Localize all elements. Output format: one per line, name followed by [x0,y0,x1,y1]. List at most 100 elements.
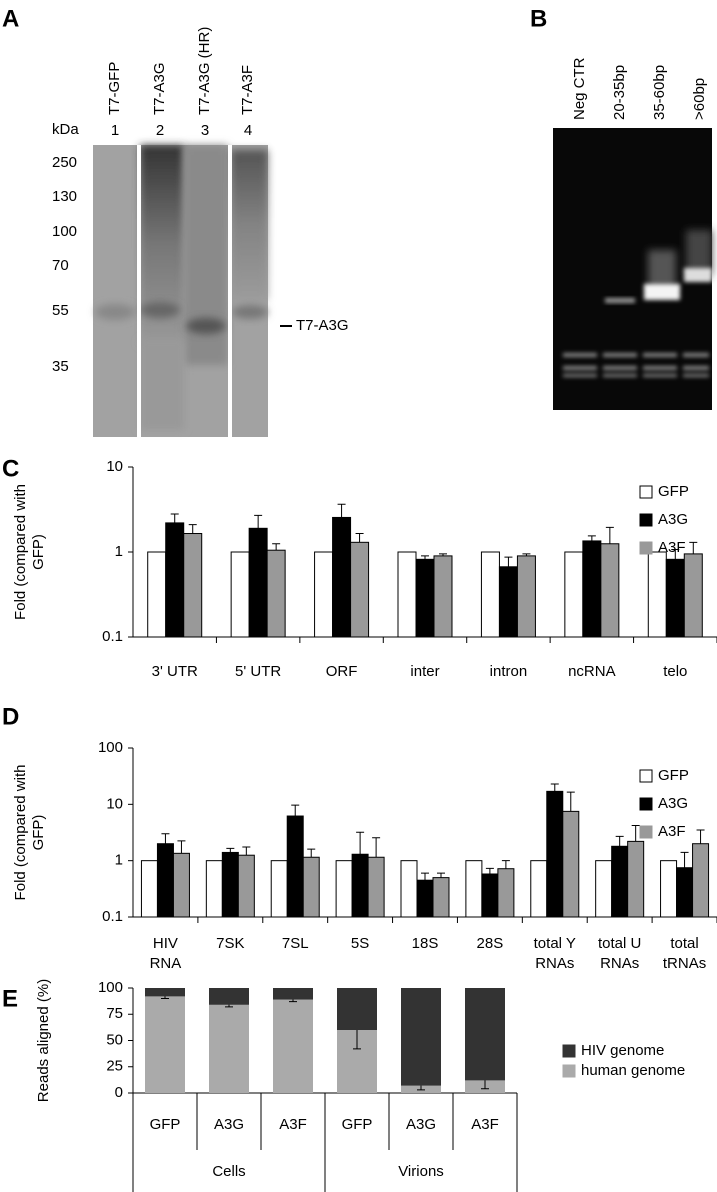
bar [665,558,685,638]
error-bar [254,514,263,529]
x-tick-label: inter [410,663,439,680]
y-tick-label: 0 [115,1084,123,1101]
group-label: Cells [212,1163,245,1180]
bar [611,845,629,918]
bar [480,551,500,638]
bar [582,540,602,638]
error-bar [170,513,179,523]
bar [266,549,286,638]
y-tick-label: 100 [98,739,123,756]
bar [416,879,434,918]
bar [367,856,385,918]
x-tick-label: 28S [477,935,504,952]
panel-label: E [2,985,18,1012]
x-tick-label: GFP [342,1116,373,1133]
bar [497,868,515,918]
bar [248,527,268,638]
legend-label: GFP [658,483,689,500]
bar [156,843,174,918]
y-axis-label: Reads aligned (%) [35,979,52,1102]
y-tick-label: 1 [115,852,123,869]
bar [415,558,435,638]
error-bar [485,867,494,874]
y-tick-label: 0.1 [102,908,123,925]
error-bar [587,535,596,541]
bar [140,860,158,918]
bar [165,522,185,638]
error-bar [522,553,531,556]
bar [351,853,369,918]
lane-label: 20-35bp [611,65,628,120]
bar [564,551,584,638]
error-bar [696,829,705,844]
bar [432,877,450,918]
panel-label: D [2,703,19,730]
x-tick-label: HIV [153,935,178,952]
panel-label: A [2,5,19,32]
bar [676,867,694,918]
bar [314,551,334,638]
error-bar [177,840,186,854]
bar [647,551,667,638]
bar [600,543,620,638]
error-bar [356,831,365,855]
legend-label: human genome [581,1062,685,1079]
bar [205,860,223,918]
error-bar [680,851,689,868]
bar [683,553,703,638]
bar [530,860,548,918]
error-bar [421,555,429,560]
bar [221,851,239,918]
legend-label: A3G [658,511,688,528]
error-bar [504,556,513,567]
x-tick-label: A3F [471,1116,499,1133]
y-axis-label: GFP) [30,534,47,570]
bar [627,840,645,918]
bar-segment [145,988,185,997]
x-tick-label: 7SK [216,935,244,952]
x-tick-label: GFP [150,1116,181,1133]
bar [350,541,370,638]
legend-swatch [562,1064,576,1078]
bar-segment [273,988,313,1000]
legend-label: A3F [658,823,686,840]
y-tick-label: 0.1 [102,628,123,645]
lane-label: Neg CTR [571,57,588,120]
error-bar [226,847,235,853]
error-bar [615,835,624,847]
bar-segment [401,988,441,1086]
bar [516,555,536,638]
x-tick-label: total [670,935,698,952]
bar [147,551,167,638]
bar [692,843,710,918]
y-tick-label: 10 [106,458,123,475]
error-bar [337,503,346,518]
bar [183,533,203,638]
lane-label: T7-GFP [106,62,123,115]
lane-number: 3 [201,122,209,139]
bar [286,815,304,918]
error-bar [272,543,281,551]
lane-number: 1 [111,122,119,139]
marker-label: 100 [52,223,77,240]
legend-swatch [639,541,653,555]
legend-swatch [562,1044,576,1058]
bar-segment [337,988,377,1030]
bar [302,856,320,918]
x-tick-label: intron [490,663,528,680]
x-tick-label: 5' UTR [235,663,281,680]
y-tick-label: 50 [106,1031,123,1048]
marker-label: 55 [52,302,69,319]
lane-label: 35-60bp [651,65,668,120]
legend-swatch [639,825,653,839]
legend-swatch [639,485,653,499]
bar [498,566,518,638]
y-axis-label: Fold (compared with [12,765,29,901]
bar-segment [145,996,185,1093]
unit-label: kDa [52,121,79,138]
legend-label: GFP [658,767,689,784]
bar [335,860,353,918]
bar [230,551,250,638]
y-axis-label: Fold (compared with [12,484,29,620]
legend-swatch [639,513,653,527]
